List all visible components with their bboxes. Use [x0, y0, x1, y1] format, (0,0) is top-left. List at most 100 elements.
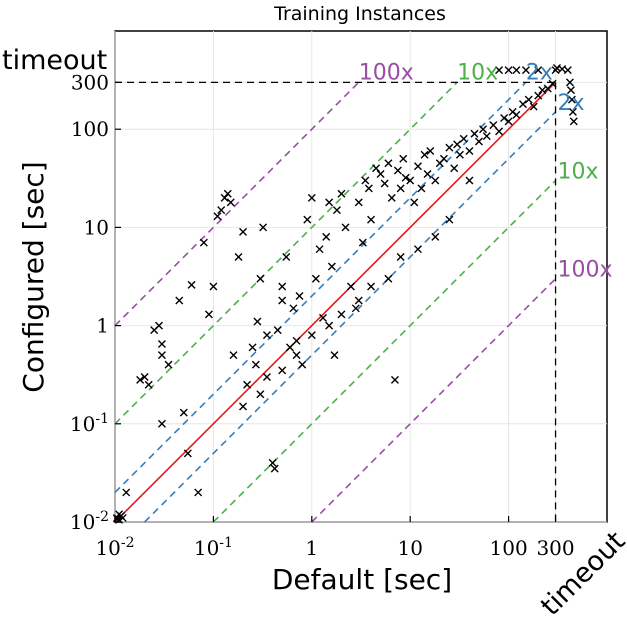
data-point	[262, 372, 271, 381]
reference-line	[114, 81, 360, 327]
data-point-stroke	[521, 66, 530, 75]
reference-line	[212, 179, 557, 523]
data-point	[399, 154, 408, 163]
data-point	[396, 184, 405, 193]
data-point-stroke	[234, 252, 243, 261]
data-point-stroke	[256, 390, 265, 399]
data-point	[140, 372, 149, 381]
data-point	[183, 449, 192, 458]
data-point	[479, 125, 488, 134]
data-point	[239, 402, 248, 411]
data-point	[319, 313, 328, 322]
data-point-stroke	[569, 117, 578, 126]
data-point-stroke	[439, 154, 448, 163]
data-point-stroke	[278, 282, 287, 291]
data-point	[504, 66, 513, 75]
data-point	[325, 198, 334, 207]
data-point	[273, 326, 282, 335]
data-point	[482, 132, 491, 141]
data-point	[465, 146, 474, 155]
data-point-stroke	[268, 458, 277, 467]
data-point	[387, 193, 396, 202]
data-point-stroke	[495, 127, 504, 136]
data-point-stroke	[164, 360, 173, 369]
data-point-stroke	[187, 280, 196, 289]
data-point	[278, 366, 287, 375]
data-point	[367, 282, 376, 291]
reference-line	[114, 81, 527, 494]
data-point	[239, 227, 248, 236]
data-point	[268, 458, 277, 467]
data-point	[157, 339, 166, 348]
data-point-stroke	[401, 173, 410, 182]
data-point-stroke	[175, 296, 184, 305]
data-point-stroke	[157, 339, 166, 348]
data-point-stroke	[413, 162, 422, 171]
data-point-stroke	[413, 245, 422, 254]
data-point-stroke	[332, 206, 341, 215]
data-point	[524, 95, 533, 104]
data-point-stroke	[524, 95, 533, 104]
data-point-stroke	[270, 464, 279, 473]
data-point-stroke	[372, 164, 381, 173]
data-point	[223, 189, 232, 198]
data-point-stroke	[337, 310, 346, 319]
reference-lines	[114, 81, 557, 523]
data-point	[565, 78, 574, 87]
data-point-stroke	[157, 419, 166, 428]
data-point-stroke	[396, 184, 405, 193]
data-point-stroke	[155, 321, 163, 330]
data-point	[351, 304, 360, 313]
data-point	[512, 66, 521, 75]
data-point	[289, 304, 298, 313]
data-point	[380, 179, 389, 188]
reference-line-label: 100x	[359, 60, 414, 85]
data-point	[489, 121, 498, 130]
data-point-stroke	[445, 143, 454, 152]
data-point-stroke	[303, 215, 312, 224]
y-tick-label: 300	[71, 70, 109, 94]
data-point-stroke	[243, 380, 252, 389]
data-point-stroke	[140, 372, 149, 381]
data-point-stroke	[226, 198, 235, 207]
data-point-stroke	[330, 351, 339, 360]
data-point-stroke	[289, 304, 298, 313]
data-point	[285, 343, 294, 352]
data-point-stroke	[417, 184, 426, 193]
data-point	[315, 245, 324, 254]
data-point-stroke	[453, 140, 462, 149]
data-point-stroke	[239, 227, 248, 236]
data-point-stroke	[292, 336, 301, 345]
data-point-stroke	[406, 176, 415, 185]
data-point-stroke	[253, 317, 262, 326]
data-point	[465, 176, 474, 185]
data-point-stroke	[384, 159, 393, 168]
data-point-stroke	[315, 245, 324, 254]
data-point	[426, 146, 435, 155]
data-point-stroke	[259, 223, 268, 232]
data-point-stroke	[534, 66, 543, 75]
data-point-stroke	[341, 223, 350, 232]
data-point	[384, 274, 393, 283]
data-point	[455, 150, 464, 159]
data-point	[393, 166, 402, 175]
reference-line-label: 10x	[558, 160, 599, 185]
data-point	[346, 282, 355, 291]
data-point-stroke	[384, 274, 393, 283]
data-point	[521, 66, 530, 75]
data-point-stroke	[325, 198, 334, 207]
data-point	[361, 176, 370, 185]
x-tick-label: 1	[305, 536, 318, 560]
data-point	[474, 137, 483, 146]
data-point-stroke	[479, 125, 488, 134]
data-point	[445, 143, 454, 152]
y-axis-label: Configured [sec]	[17, 161, 50, 392]
data-point-stroke	[512, 110, 521, 119]
data-point	[354, 296, 363, 305]
data-point	[529, 102, 538, 111]
data-point	[500, 114, 509, 123]
data-point	[534, 66, 543, 75]
data-point	[262, 331, 271, 340]
data-point-stroke	[144, 380, 153, 389]
